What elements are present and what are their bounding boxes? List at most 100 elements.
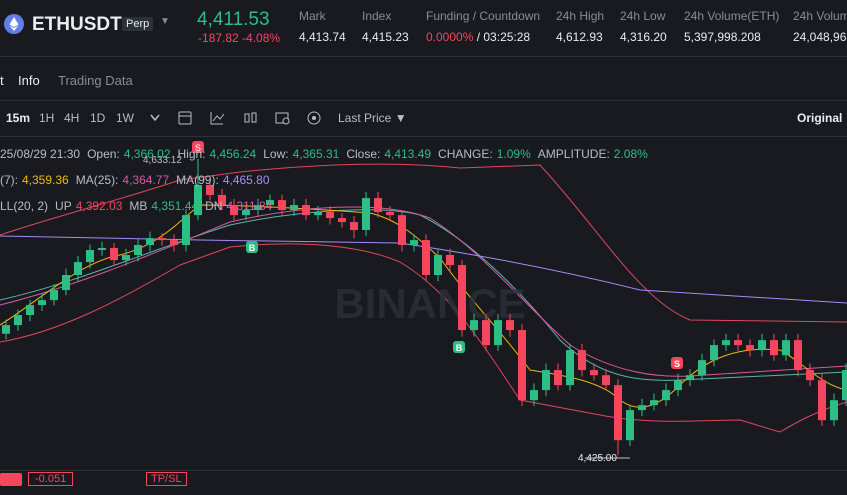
candle-body (494, 320, 502, 346)
symbol[interactable]: ETHUSDT (32, 14, 122, 35)
candle-body (38, 300, 46, 306)
stat-value-text: 5,397,998.208 (684, 30, 761, 44)
price-type-label: Last Price (338, 111, 392, 125)
stat-value: 4,413.74 (299, 30, 346, 44)
candles (2, 159, 847, 456)
candle-body (326, 211, 334, 219)
interval[interactable]: 15m (6, 111, 31, 125)
boll-value: 4,311.84 (226, 199, 273, 213)
candle-body (134, 245, 142, 255)
boll-value: 4,392.03 (75, 199, 123, 213)
trade-markers: S B B S (192, 141, 683, 369)
ma-line: (7): 4,359.36 MA(25): 4,364.77 MA(99): 4,465.… (0, 173, 270, 187)
stat-value: 5,397,998.208 (684, 30, 761, 44)
tag (0, 473, 22, 486)
candle-body (206, 185, 214, 195)
toolbar-icons[interactable] (148, 110, 328, 126)
divider (0, 136, 847, 137)
candle-body (554, 370, 562, 386)
candle-body (338, 218, 346, 223)
boll-line: LL(20, 2) UP 4,392.03 MB 4,351.44 DN 4,311.84 (0, 199, 272, 213)
interval[interactable]: 1D (90, 111, 106, 125)
candle-body (530, 390, 538, 401)
candle-body (158, 238, 166, 241)
boll-label: UP (55, 199, 72, 213)
divider (0, 100, 847, 101)
indicators (0, 163, 847, 433)
stat-value-text: / 03:25:28 (476, 30, 531, 44)
stat-value-text: 4,612.93 (556, 30, 603, 44)
info-value: 4,456.24 (209, 147, 257, 161)
candle-body (662, 390, 670, 401)
info-label: Close: (346, 147, 381, 161)
candle-body (842, 370, 847, 401)
stat-value-text: 4,316.20 (620, 30, 667, 44)
candle-body (74, 262, 82, 275)
candle-body (650, 400, 658, 406)
tab[interactable]: t (0, 73, 4, 88)
candle-body (434, 254, 442, 275)
time: 25/08/29 21:30 (0, 147, 81, 161)
candle-body (182, 215, 190, 246)
view-mode[interactable]: Original (797, 111, 843, 125)
candle-body (2, 325, 10, 334)
candle-body (350, 222, 358, 231)
candle-body (62, 275, 70, 291)
price-type[interactable]: Last Price ▼ (338, 111, 407, 125)
tab[interactable]: Info (18, 73, 40, 88)
candle-body (674, 380, 682, 391)
candle-body (506, 320, 514, 331)
info-line: 25/08/29 21:30 Open: 4,366.02 High: 4,456.24… (0, 147, 648, 161)
candle-body (14, 315, 22, 326)
dropdown[interactable]: ▼ (160, 16, 170, 27)
tab[interactable]: Trading Data (58, 73, 133, 88)
ma-value: 4,364.77 (122, 173, 170, 187)
info-label: AMPLITUDE: (537, 147, 610, 161)
candle-body (146, 238, 154, 246)
marker: S (674, 359, 680, 369)
info-label: Low: (263, 147, 289, 161)
stat-label: 24h Volume(ETH) (684, 9, 780, 23)
candle-body (254, 205, 262, 210)
candle-body (470, 320, 478, 331)
candle-body (626, 410, 634, 441)
stat-value-text: 24,048,96 (793, 30, 847, 44)
candle-body (170, 240, 178, 246)
ma-label: MA(25): (75, 173, 119, 187)
ma-label: MA(99): (176, 173, 219, 187)
stat-label: Funding / Countdown (426, 9, 541, 23)
candle-body (698, 360, 706, 376)
marker: B (249, 243, 256, 253)
candle-body (806, 370, 814, 381)
interval[interactable]: 1W (116, 111, 134, 125)
stat-value-text: 0.0000% (426, 30, 474, 44)
watermark: BINANCE (334, 280, 525, 327)
candle-body (122, 254, 130, 261)
candle-body (314, 211, 322, 216)
candle-body (722, 340, 730, 346)
low-label: 4,425.00 (578, 453, 617, 464)
boll-label: DN (205, 199, 223, 213)
interval[interactable]: 4H (64, 111, 80, 125)
candle-body (386, 211, 394, 216)
info-value: 4,413.49 (384, 147, 432, 161)
candle-body (50, 290, 58, 301)
candle-body (746, 345, 754, 351)
marker: S (195, 143, 201, 153)
interval[interactable]: 1H (39, 111, 55, 125)
candle-body (374, 198, 382, 212)
candle-body (818, 380, 826, 421)
stat-label: 24h Volum (793, 9, 847, 23)
tag[interactable]: TP/SL (146, 472, 187, 486)
candle-body (86, 250, 94, 263)
candle-body (782, 340, 790, 356)
stat-value: 4,316.20 (620, 30, 667, 44)
stat-value: 4,415.23 (362, 30, 409, 44)
candle-body (602, 375, 610, 386)
candle-body (290, 205, 298, 210)
tag: -0.051 (28, 472, 74, 486)
stat-value: 24,048,96 (793, 30, 846, 44)
info-value: 2.08% (613, 147, 648, 161)
candle-body (638, 405, 646, 411)
